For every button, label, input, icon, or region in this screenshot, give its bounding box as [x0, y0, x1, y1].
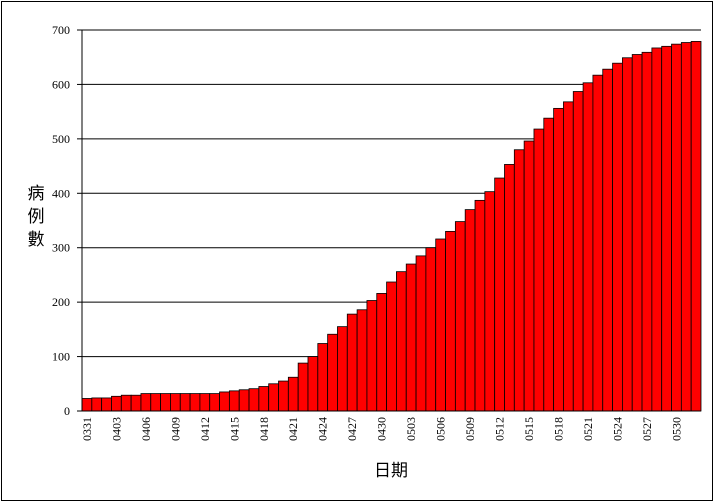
bar: [680, 42, 692, 412]
x-tick-label: 0506: [434, 417, 448, 441]
y-tick-label: 0: [64, 404, 70, 418]
bar: [474, 199, 486, 412]
bar: [651, 47, 663, 412]
x-tick-label: 0503: [404, 417, 418, 441]
x-tick-label: 0512: [493, 417, 507, 441]
bar: [415, 255, 427, 412]
x-tick-label: 0509: [463, 417, 477, 441]
bar: [425, 247, 437, 412]
x-tick-label: 0524: [610, 417, 624, 441]
bar: [504, 164, 515, 412]
bar: [494, 177, 505, 412]
bar: [513, 149, 525, 412]
x-tick-label: 0421: [286, 417, 300, 441]
bar: [396, 271, 407, 412]
x-tick-label: 0530: [669, 417, 683, 441]
x-tick-label: 0406: [139, 417, 153, 441]
bar: [278, 380, 289, 412]
bar: [150, 393, 162, 412]
x-tick-label: 0527: [640, 417, 654, 441]
bar: [346, 313, 358, 412]
bar: [219, 391, 230, 412]
bar: [130, 394, 142, 412]
bar: [307, 356, 319, 412]
x-tick-label: 0518: [552, 417, 566, 441]
bar: [356, 309, 368, 412]
bar: [120, 394, 132, 412]
x-tick-label: 0521: [581, 417, 595, 441]
bar: [101, 397, 112, 412]
bar: [248, 388, 260, 412]
bar: [563, 101, 574, 412]
x-tick-label: 0515: [522, 417, 536, 441]
bar: [297, 362, 309, 412]
y-tick-label: 600: [52, 77, 70, 91]
bar: [160, 393, 171, 412]
bar: [405, 263, 417, 412]
y-tick-label: 200: [52, 295, 70, 309]
bar: [612, 62, 623, 412]
bar: [238, 389, 250, 412]
bar: [484, 191, 496, 412]
bar: [376, 293, 387, 412]
x-tick-label: 0424: [316, 417, 330, 441]
bar: [621, 57, 633, 412]
bar: [592, 74, 604, 412]
bar: [523, 140, 535, 412]
bar: [268, 383, 279, 412]
bar: [533, 128, 545, 412]
x-tick-label: 0427: [345, 417, 359, 441]
bar: [199, 393, 211, 412]
x-tick-label: 0418: [257, 417, 271, 441]
bar: [572, 91, 584, 412]
y-axis-title: 病例數: [25, 184, 45, 253]
y-tick-label: 400: [52, 186, 70, 200]
bar: [445, 230, 456, 412]
bar: [170, 393, 181, 412]
y-tick-label: 100: [52, 350, 70, 364]
bar: [454, 221, 466, 412]
bar: [179, 393, 191, 412]
bar: [317, 343, 329, 412]
y-tick-label: 700: [52, 23, 70, 37]
bar: [81, 398, 93, 412]
bar: [327, 333, 338, 412]
x-tick-label: 0409: [168, 417, 182, 441]
bar: [337, 326, 348, 412]
y-tick-label: 500: [52, 132, 70, 146]
x-tick-label: 0412: [198, 417, 212, 441]
x-axis-title: 日期: [374, 461, 408, 480]
bar: [209, 393, 220, 412]
x-tick-label: 0403: [109, 417, 123, 441]
bar: [435, 238, 446, 412]
bar: [386, 281, 397, 412]
bar: [91, 397, 103, 412]
bar: [258, 386, 270, 412]
x-tick-label: 0430: [375, 417, 389, 441]
bar: [582, 82, 594, 412]
bar: [140, 393, 152, 412]
bar: [464, 209, 476, 412]
bar: [228, 390, 240, 412]
bar: [366, 300, 378, 412]
x-tick-label: 0415: [227, 417, 241, 441]
y-tick-label: 300: [52, 241, 70, 255]
bar: [189, 393, 201, 412]
bar: [661, 45, 672, 412]
bar: [602, 68, 613, 412]
bar: [690, 41, 702, 412]
bar: [631, 54, 643, 412]
bar: [671, 43, 682, 412]
bar: [287, 376, 299, 412]
bar: [111, 395, 122, 412]
x-tick-label: 0331: [80, 417, 94, 441]
bar: [543, 117, 555, 412]
bar: [553, 107, 564, 412]
bar: [641, 51, 653, 412]
